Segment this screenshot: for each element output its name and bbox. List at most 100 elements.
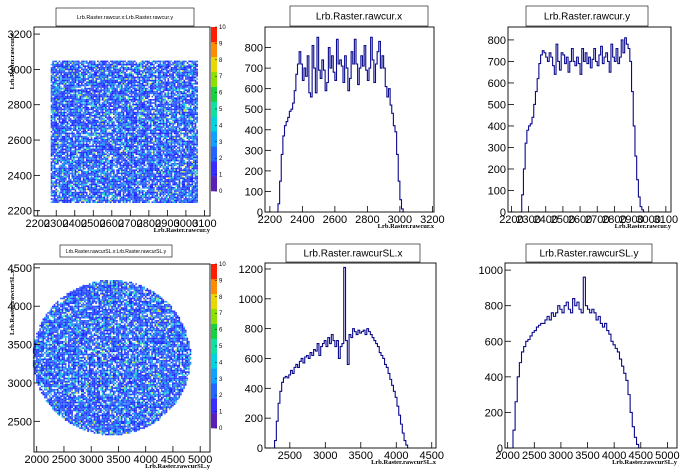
heatmap-cell <box>98 135 101 138</box>
heatmap-cell <box>114 151 117 154</box>
heatmap-cell <box>81 71 83 74</box>
heatmap-cell <box>129 151 131 154</box>
heatmap-cell <box>82 164 85 167</box>
heatmap-cell <box>127 79 130 82</box>
heatmap-cell <box>79 65 82 67</box>
heatmap-cell <box>106 153 109 155</box>
heatmap-cell <box>116 68 118 71</box>
heatmap-cell <box>148 196 150 199</box>
heatmap-cell <box>66 142 69 144</box>
heatmap-cell <box>146 163 149 165</box>
heatmap-cell <box>116 118 118 120</box>
heatmap-cell <box>100 143 102 146</box>
heatmap-cell <box>101 142 104 144</box>
heatmap-cell <box>135 126 138 128</box>
heatmap-cell <box>140 94 142 96</box>
heatmap-cell <box>143 79 146 82</box>
heatmap-cell <box>73 81 75 83</box>
heatmap-cell <box>98 95 101 98</box>
heatmap-cell <box>60 159 62 162</box>
heatmap-cell <box>105 94 107 96</box>
heatmap-cell <box>63 95 66 98</box>
heatmap-cell <box>65 172 67 175</box>
heatmap-cell <box>92 92 94 95</box>
heatmap-cell <box>151 183 154 186</box>
heatmap-cell <box>60 153 62 155</box>
heatmap-cell <box>122 156 125 159</box>
heatmap-cell <box>117 103 120 106</box>
heatmap-cell <box>52 116 54 119</box>
heatmap-cell <box>79 159 82 162</box>
heatmap-cell <box>151 99 154 101</box>
heatmap-cell <box>92 174 94 176</box>
heatmap-cell <box>151 68 154 71</box>
heatmap-cell <box>145 199 147 202</box>
heatmap-cell <box>77 76 80 79</box>
heatmap-cell <box>121 126 123 128</box>
heatmap-cell <box>69 188 72 191</box>
heatmap-cell <box>151 147 154 149</box>
heatmap-cell <box>57 183 59 186</box>
heatmap-cell <box>55 151 58 154</box>
heatmap-cell <box>105 100 107 103</box>
heatmap-cell <box>145 180 147 183</box>
heatmap-cell <box>133 68 136 71</box>
heatmap-cell <box>138 177 141 179</box>
heatmap-cell <box>103 71 106 74</box>
heatmap-cell <box>103 63 106 66</box>
heatmap-cell <box>76 175 78 178</box>
heatmap-cell <box>111 196 114 199</box>
heatmap-cell <box>57 105 59 107</box>
heatmap-cell <box>55 65 58 67</box>
heatmap-cell <box>121 94 123 96</box>
heatmap-cell <box>113 131 115 133</box>
heatmap-cell <box>141 182 144 184</box>
heatmap-cell <box>95 132 98 135</box>
heatmap-cell <box>65 89 67 91</box>
heatmap-cell <box>132 182 134 184</box>
heatmap-cell <box>122 172 125 175</box>
heatmap-cell <box>92 65 94 67</box>
heatmap-cell <box>113 127 115 130</box>
heatmap-cell <box>135 199 138 202</box>
heatmap-cell <box>74 159 77 162</box>
heatmap-cell <box>55 81 58 83</box>
heatmap-cell <box>92 190 94 192</box>
heatmap-cell <box>82 183 85 186</box>
heatmap-cell <box>129 62 131 64</box>
heatmap-cell <box>151 187 154 189</box>
heatmap-cell <box>138 163 141 165</box>
heatmap-cell <box>111 188 114 191</box>
heatmap-cell <box>132 140 134 143</box>
heatmap-cell <box>103 153 106 155</box>
heatmap-cell <box>60 188 62 191</box>
heatmap-cell <box>146 142 149 144</box>
heatmap-cell <box>141 97 144 99</box>
heatmap-cell <box>125 188 128 191</box>
heatmap-cell <box>77 108 80 111</box>
heatmap-cell <box>85 180 88 183</box>
heatmap-cell <box>141 161 144 163</box>
heatmap-cell <box>106 70 109 72</box>
heatmap-cell <box>151 60 154 63</box>
heatmap-cell <box>85 73 88 75</box>
heatmap-cell <box>85 83 88 85</box>
heatmap-cell <box>85 195 88 197</box>
heatmap-cell <box>76 134 78 136</box>
heatmap-cell <box>97 100 99 103</box>
heatmap-cell <box>71 199 74 202</box>
heatmap-cell <box>109 81 112 83</box>
heatmap-cell <box>108 174 110 176</box>
heatmap-cell <box>129 97 131 99</box>
heatmap-cell <box>82 148 85 151</box>
heatmap-cell <box>53 185 56 187</box>
heatmap-cell <box>87 153 90 155</box>
heatmap-cell <box>151 193 154 195</box>
heatmap-cell <box>143 86 146 88</box>
heatmap-cell <box>100 150 102 152</box>
heatmap-cell <box>92 91 94 93</box>
heatmap-cell <box>138 159 141 162</box>
heatmap-cell <box>98 94 101 96</box>
heatmap-cell <box>111 183 114 186</box>
heatmap-cell <box>127 126 130 128</box>
